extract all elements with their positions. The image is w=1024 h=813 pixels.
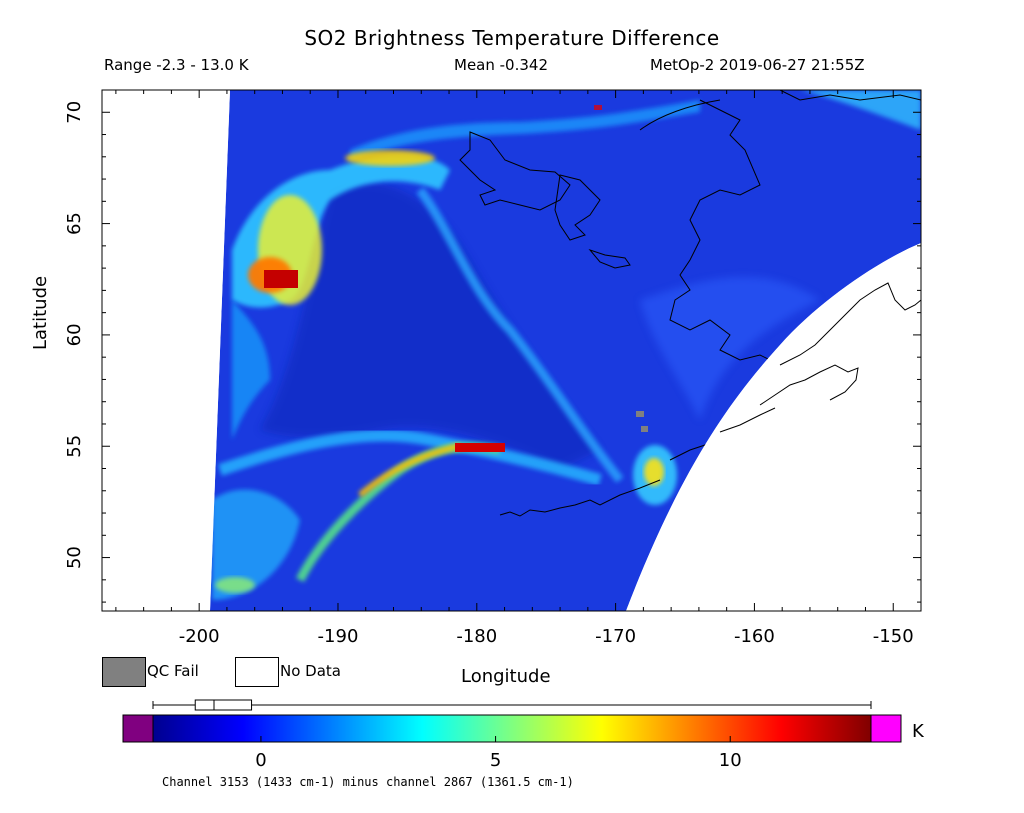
x-tick-label: -180 [456, 626, 497, 647]
qc-fail-label: QC Fail [147, 662, 199, 680]
colorbar-tick-label: 0 [255, 750, 267, 771]
plume-near-alaska-core [644, 458, 664, 486]
plume-northeast-band [800, 90, 921, 130]
x-tick-label: -170 [595, 626, 636, 647]
plume-southwest-patch [212, 489, 300, 600]
swath-shading [260, 182, 600, 470]
colorbar-unit: K [912, 721, 924, 742]
y-tick-label: 65 [64, 212, 85, 235]
coastline-alaska-north [639, 90, 921, 131]
plume-north-arc [350, 100, 700, 162]
coastline-chukotka-tip [554, 174, 601, 241]
coastline-st-lawrence [588, 248, 631, 269]
coastline-alaska-west [669, 99, 801, 366]
plume-south-hook-core [358, 443, 461, 498]
satellite-time-readout: MetOp-2 2019-06-27 21:55Z [650, 56, 865, 74]
hot-pixel [594, 105, 602, 110]
plume-diagonal-streak [416, 187, 624, 483]
coastline-alaska-mainland [719, 282, 922, 433]
qc-fail-pixel [641, 426, 648, 432]
no-data-label: No Data [280, 662, 341, 680]
swath-shading-east [640, 276, 820, 420]
plume-southwest-green [215, 577, 255, 593]
plume-south-arc [218, 429, 602, 486]
range-readout: Range -2.3 - 13.0 K [104, 56, 249, 74]
x-tick-label: -190 [318, 626, 359, 647]
plume-band-west-outer [232, 300, 270, 440]
qc-fail-swatch [102, 657, 146, 687]
mean-readout: Mean -0.342 [454, 56, 548, 74]
x-axis-label: Longitude [461, 666, 551, 687]
y-tick-label: 50 [64, 546, 85, 569]
qc-fail-pixel [636, 411, 644, 417]
colorbar-tick-label: 5 [489, 750, 502, 771]
map-data-layer [210, 90, 921, 611]
plume-core-north-yellow [345, 150, 435, 166]
colorbar-tick-label: 10 [718, 750, 742, 771]
plot-title: SO2 Brightness Temperature Difference [304, 26, 720, 50]
axis-ticks: -200 -190 -180 -170 -160 -150 50 55 60 65 70 [64, 89, 922, 647]
plot-frame [101, 89, 922, 612]
x-tick-label: -150 [873, 626, 914, 647]
plume-peak-south-arc [455, 443, 505, 452]
no-data-swatch [235, 657, 279, 687]
y-tick-label: 70 [64, 101, 85, 124]
y-axis-label: Latitude [30, 275, 51, 350]
x-tick-label: -160 [734, 626, 775, 647]
y-tick-label: 60 [64, 323, 85, 346]
y-tick-label: 55 [64, 435, 85, 458]
no-data-region-west [102, 90, 230, 611]
plume-peak-west [264, 270, 298, 288]
no-data-region-east [626, 243, 921, 611]
x-tick-label: -200 [179, 626, 220, 647]
coastline-aleutians [499, 479, 661, 517]
coastline-chukotka [459, 131, 571, 211]
channel-footnote: Channel 3153 (1433 cm-1) minus channel 2… [162, 775, 574, 789]
